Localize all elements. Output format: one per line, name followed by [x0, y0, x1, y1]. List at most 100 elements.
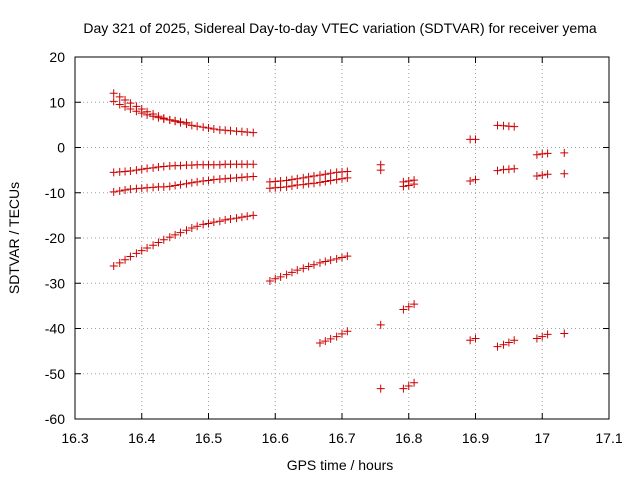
- data-point: [109, 97, 118, 106]
- data-point: [326, 334, 335, 343]
- data-point: [321, 177, 330, 186]
- y-tick-label: 20: [49, 49, 65, 65]
- series-track14: [399, 180, 419, 191]
- data-point: [399, 384, 408, 393]
- series-track26: [560, 148, 569, 157]
- data-point: [532, 150, 541, 159]
- data-point: [538, 332, 547, 341]
- x-tick-label: 16.8: [395, 430, 422, 446]
- data-point: [332, 332, 341, 341]
- data-point: [399, 305, 408, 314]
- data-point: [121, 102, 130, 111]
- series-track5: [109, 211, 258, 271]
- series-track24: [532, 170, 552, 181]
- grid-lines: [75, 57, 609, 419]
- data-point: [182, 226, 191, 235]
- data-point: [326, 256, 335, 265]
- data-point: [132, 249, 141, 258]
- data-point: [326, 169, 335, 178]
- x-tick-label: 17.1: [595, 430, 622, 446]
- data-point: [399, 182, 408, 191]
- data-point: [143, 110, 152, 119]
- data-point: [287, 268, 296, 277]
- data-point: [126, 252, 135, 261]
- data-point: [293, 266, 302, 275]
- series-track27: [560, 169, 569, 178]
- data-point: [287, 181, 296, 190]
- data-point: [109, 262, 118, 271]
- data-point: [132, 166, 141, 175]
- y-tick-label: -30: [45, 275, 65, 291]
- x-axis-ticks: 16.3 16.4 16.5 16.6 16.7 16.8 16.9 17 17.1: [61, 57, 623, 446]
- y-axis-label: SDTVAR / TECUs: [6, 182, 22, 294]
- series-track2: [109, 97, 191, 127]
- data-point: [199, 220, 208, 229]
- series-track21: [493, 164, 519, 175]
- data-point: [510, 336, 519, 345]
- data-point: [226, 214, 235, 223]
- data-point: [182, 118, 191, 127]
- x-tick-label: 16.9: [462, 430, 489, 446]
- series-track12: [376, 384, 385, 393]
- data-point: [187, 178, 196, 187]
- series-track19: [466, 334, 480, 345]
- data-point: [326, 176, 335, 185]
- data-point: [121, 95, 130, 104]
- data-point: [171, 181, 180, 190]
- data-point: [299, 264, 308, 273]
- data-point: [159, 114, 168, 123]
- series-track17: [466, 135, 480, 144]
- data-point: [249, 211, 258, 220]
- series-track28: [560, 329, 569, 338]
- data-point: [171, 116, 180, 125]
- data-point: [176, 117, 185, 126]
- data-point: [410, 300, 419, 309]
- series-track6: [265, 167, 352, 186]
- data-point: [126, 105, 135, 114]
- data-point: [121, 186, 130, 195]
- data-point: [132, 107, 141, 116]
- data-point: [376, 384, 385, 393]
- data-point: [376, 320, 385, 329]
- data-point: [154, 238, 163, 247]
- data-point: [193, 122, 202, 131]
- data-point: [182, 179, 191, 188]
- data-point: [237, 213, 246, 222]
- data-point: [504, 338, 513, 347]
- data-point: [332, 254, 341, 263]
- data-point: [265, 276, 274, 285]
- data-point: [376, 166, 385, 175]
- data-point: [309, 179, 318, 188]
- y-tick-label: 10: [49, 94, 65, 110]
- series-track11: [376, 320, 385, 329]
- data-point: [471, 175, 480, 184]
- data-point: [115, 92, 124, 101]
- data-point: [304, 262, 313, 271]
- x-tick-label: 16.3: [61, 430, 88, 446]
- data-point: [204, 124, 213, 133]
- y-tick-label: -60: [45, 411, 65, 427]
- data-point: [315, 258, 324, 267]
- series-track7: [265, 173, 352, 193]
- series-track18: [466, 175, 480, 185]
- data-point: [560, 169, 569, 178]
- data-point: [410, 378, 419, 387]
- data-point: [321, 170, 330, 179]
- series-track1: [109, 89, 258, 137]
- y-tick-label: -50: [45, 366, 65, 382]
- x-tick-label: 16.7: [328, 430, 355, 446]
- data-point: [499, 340, 508, 349]
- data-point: [410, 180, 419, 189]
- y-tick-label: -20: [45, 230, 65, 246]
- data-point: [243, 212, 252, 221]
- x-tick-label: 17: [534, 430, 550, 446]
- data-point: [510, 122, 519, 131]
- data-point: [343, 173, 352, 182]
- data-point: [232, 214, 241, 223]
- data-point: [282, 270, 291, 279]
- data-point: [543, 170, 552, 179]
- y-tick-label: -10: [45, 185, 65, 201]
- data-point: [193, 177, 202, 186]
- data-point: [187, 121, 196, 130]
